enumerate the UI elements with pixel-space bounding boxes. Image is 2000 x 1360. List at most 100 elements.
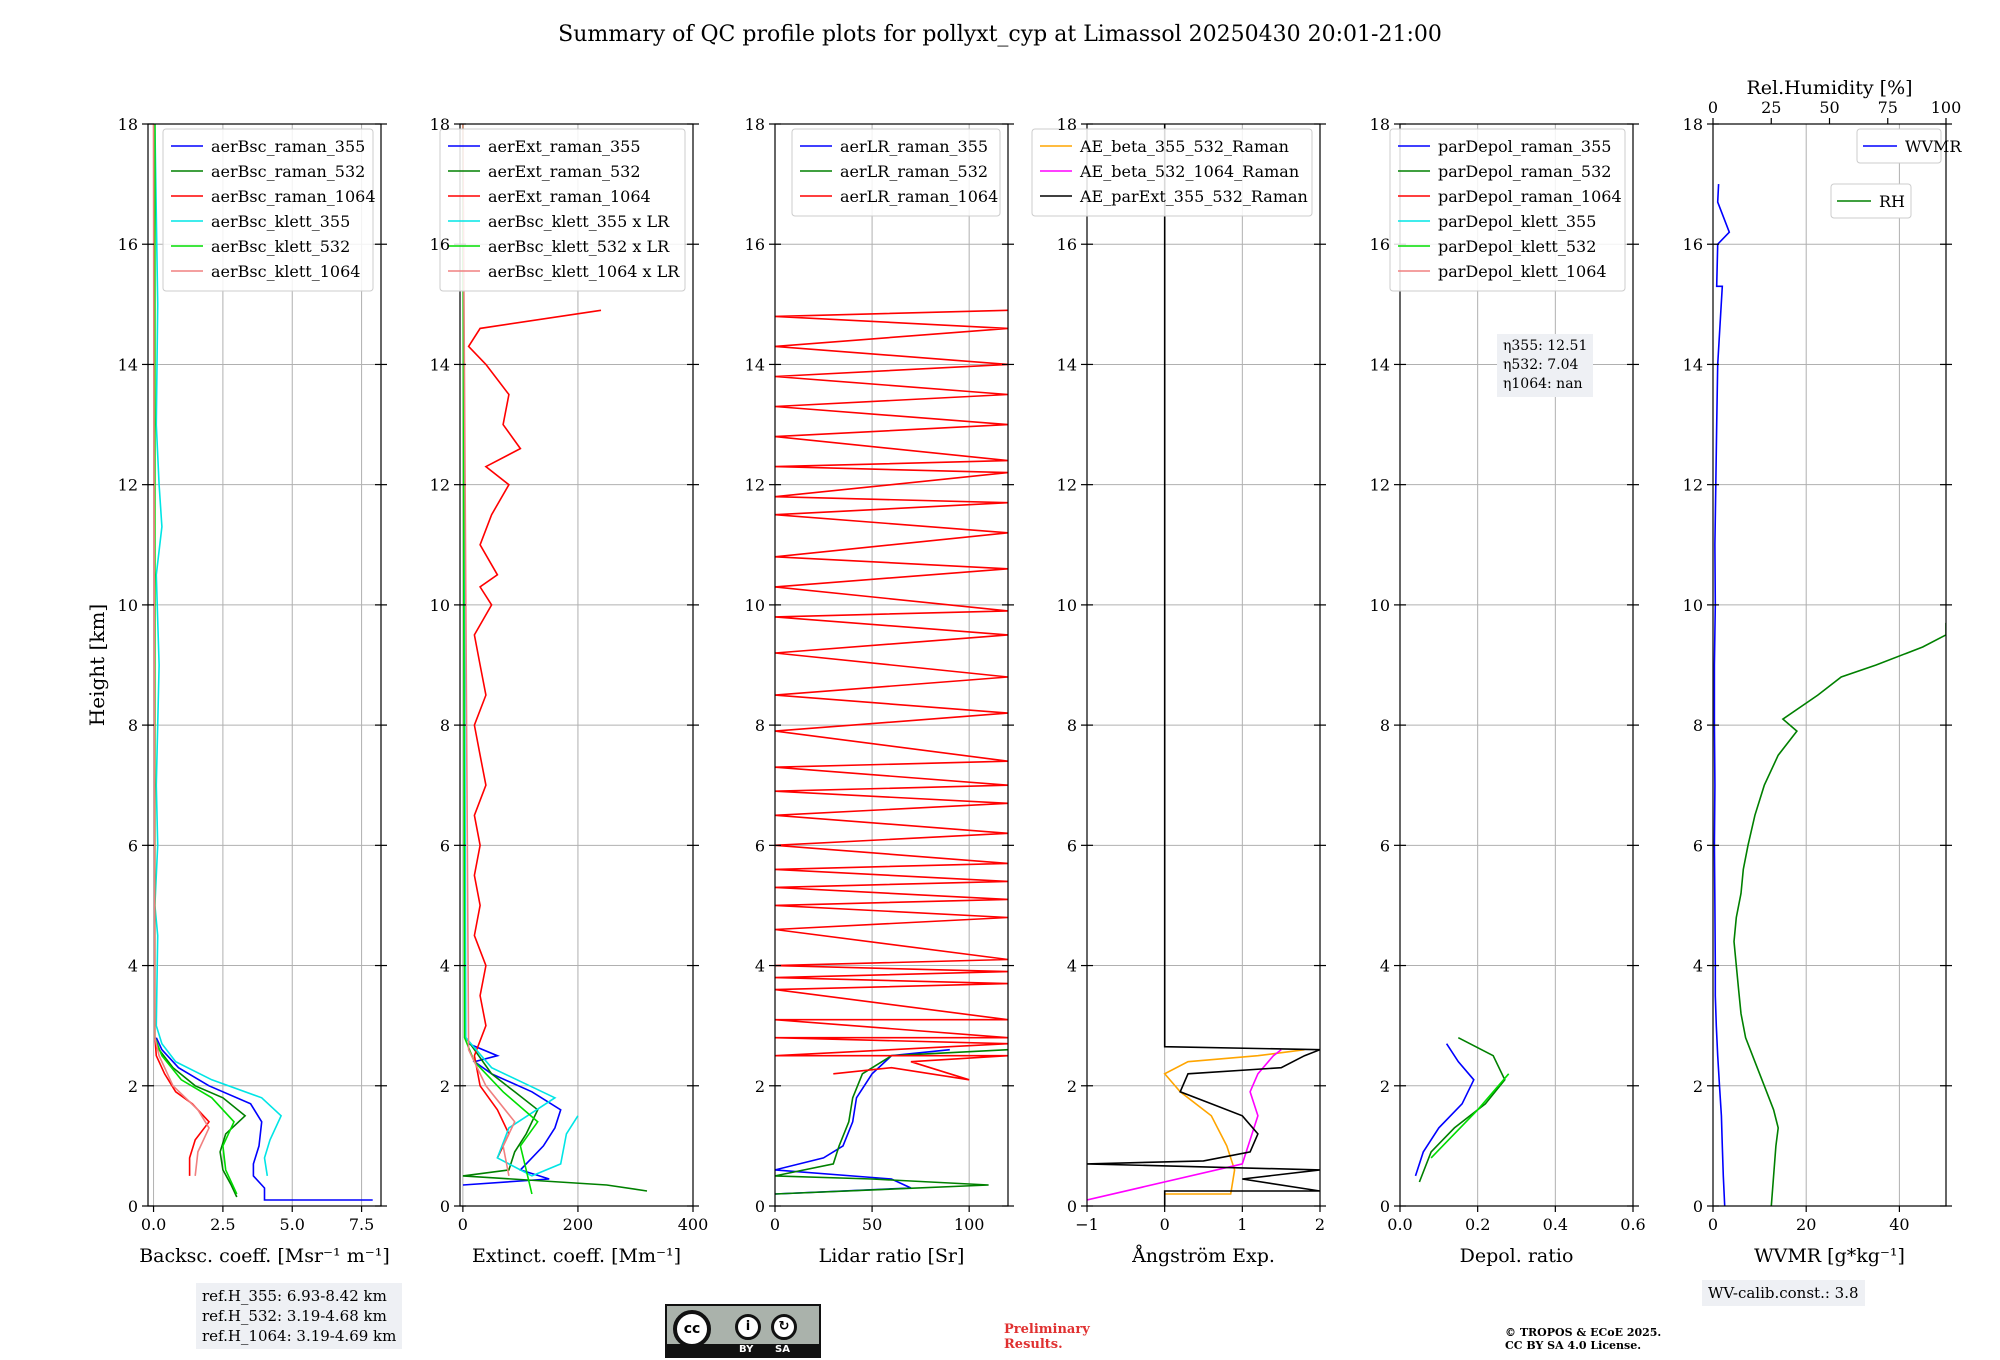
x-tick-label: 0 [1160,1215,1170,1234]
by-icon: i [735,1314,761,1340]
series-line-AE_beta_532_1064_Raman [1087,1049,1282,1201]
y-tick-label: 0 [1693,1197,1703,1216]
top-x-tick-label: 75 [1878,98,1898,117]
x-tick-label: 0.0 [1387,1215,1412,1234]
legend-box [162,128,374,292]
series-line-WVMR [1713,184,1731,1206]
series-line-aerExt_raman_1064 [467,309,602,1159]
y-tick-label: 18 [1683,115,1703,134]
series-line-RH [1733,622,1946,1206]
y-tick-label: 4 [755,957,765,976]
legend-label: aerLR_raman_355 [840,137,988,156]
legend-label: RH [1879,192,1905,211]
y-tick-label: 12 [430,476,450,495]
y-tick-label: 8 [1380,716,1390,735]
legend-box [1031,128,1313,217]
x-tick-label: 2.5 [210,1215,235,1234]
legend-label: aerExt_raman_532 [488,162,641,181]
wv-calib-box: WV-calib.const.: 3.8 [1702,1280,1865,1306]
series-line-aerBsc_klett_1064 x LR [462,124,516,1177]
legend-label: parDepol_raman_532 [1438,162,1611,181]
by-label: BY [739,1344,754,1355]
y-tick-label: 14 [1370,355,1390,374]
copyright-note: © TROPOS & ECoE 2025. CC BY SA 4.0 Licen… [1505,1326,1661,1352]
y-tick-label: 4 [1380,957,1390,976]
y-tick-label: 0 [128,1197,138,1216]
series-line-aerBsc_raman_355 [155,1037,373,1201]
top-x-tick-label: 50 [1819,98,1839,117]
series-group [775,309,1008,1195]
y-tick-label: 6 [755,836,765,855]
series-line-aerBsc_klett_355 x LR [462,124,579,1177]
x-tick-label: 2 [1315,1215,1325,1234]
series-line-aerLR_raman_1064 [775,309,1008,1081]
y-tick-label: 8 [1067,716,1077,735]
y-tick-label: 4 [128,957,138,976]
series-line-aerBsc_raman_532 [154,1037,247,1198]
legend-box [791,128,1001,217]
y-axis-label: Height [km] [85,604,109,726]
x-tick-label: 0 [458,1215,468,1234]
legend-label: AE_parExt_355_532_Raman [1079,187,1308,206]
legend-box [439,128,686,292]
x-axis-label: WVMR [g*kg⁻¹] [1754,1245,1905,1267]
y-tick-label: 14 [430,355,450,374]
panel-bsc [142,123,387,1212]
legend-box [1856,128,1942,164]
y-tick-label: 12 [1370,476,1390,495]
legend-label: aerBsc_raman_355 [211,137,365,156]
legend-label: aerBsc_klett_355 x LR [488,212,670,231]
legend-label: parDepol_klett_1064 [1438,262,1607,281]
y-tick-label: 10 [1370,596,1390,615]
x-tick-label: 50 [862,1215,882,1234]
legend-label: AE_beta_355_532_Raman [1079,137,1289,156]
y-tick-label: 4 [440,957,450,976]
y-tick-label: 6 [128,836,138,855]
legend-label: aerBsc_klett_532 x LR [488,237,670,256]
x-tick-label: 20 [1796,1215,1816,1234]
y-tick-label: 2 [128,1077,138,1096]
y-tick-label: 10 [745,596,765,615]
legend-label: aerBsc_klett_532 [211,237,350,256]
axes-frame [774,123,1009,1207]
x-tick-label: 5.0 [280,1215,305,1234]
y-tick-label: 2 [440,1077,450,1096]
y-tick-label: 16 [430,235,450,254]
x-tick-label: 0.2 [1465,1215,1490,1234]
panel-depol [1389,123,1639,1212]
y-tick-label: 10 [1683,596,1703,615]
top-x-tick-label: 100 [1931,98,1962,117]
eta-355: η355: 12.51 [1503,338,1588,354]
top-x-tick-label: 0 [1708,98,1718,117]
axes-frame [1086,123,1321,1207]
y-tick-label: 16 [1370,235,1390,254]
cc-license-badge: cc i ↻ BY SA [665,1304,821,1358]
y-tick-label: 4 [1067,957,1077,976]
x-tick-label: 40 [1889,1215,1909,1234]
y-tick-label: 8 [440,716,450,735]
y-tick-label: 16 [745,235,765,254]
cc-icon: cc [673,1310,711,1348]
ref-height-box: ref.H_355: 6.93-8.42 km ref.H_532: 3.19-… [196,1283,403,1349]
axes-frame [147,123,382,1207]
series-line-aerExt_raman_532 [462,1037,648,1192]
y-tick-label: 10 [1057,596,1077,615]
y-tick-label: 6 [440,836,450,855]
legend-label: parDepol_klett_355 [1438,212,1596,231]
panel-wv [1707,118,1952,1212]
preliminary-note: Preliminary Results. [1004,1322,1090,1352]
sa-icon: ↻ [771,1314,797,1340]
legend-label: aerLR_raman_532 [840,162,988,181]
y-tick-label: 12 [1683,476,1703,495]
y-tick-label: 6 [1380,836,1390,855]
x-tick-label: 0 [770,1215,780,1234]
x-axis-label: Ångström Exp. [1131,1245,1275,1267]
y-tick-label: 12 [745,476,765,495]
legend-label: parDepol_raman_1064 [1438,187,1622,206]
figure-title: Summary of QC profile plots for pollyxt_… [558,22,1442,47]
x-tick-label: −1 [1075,1215,1099,1234]
y-tick-label: 16 [118,235,138,254]
series-line-aerBsc_raman_1064 [154,1037,211,1176]
panel-lr [769,123,1014,1212]
